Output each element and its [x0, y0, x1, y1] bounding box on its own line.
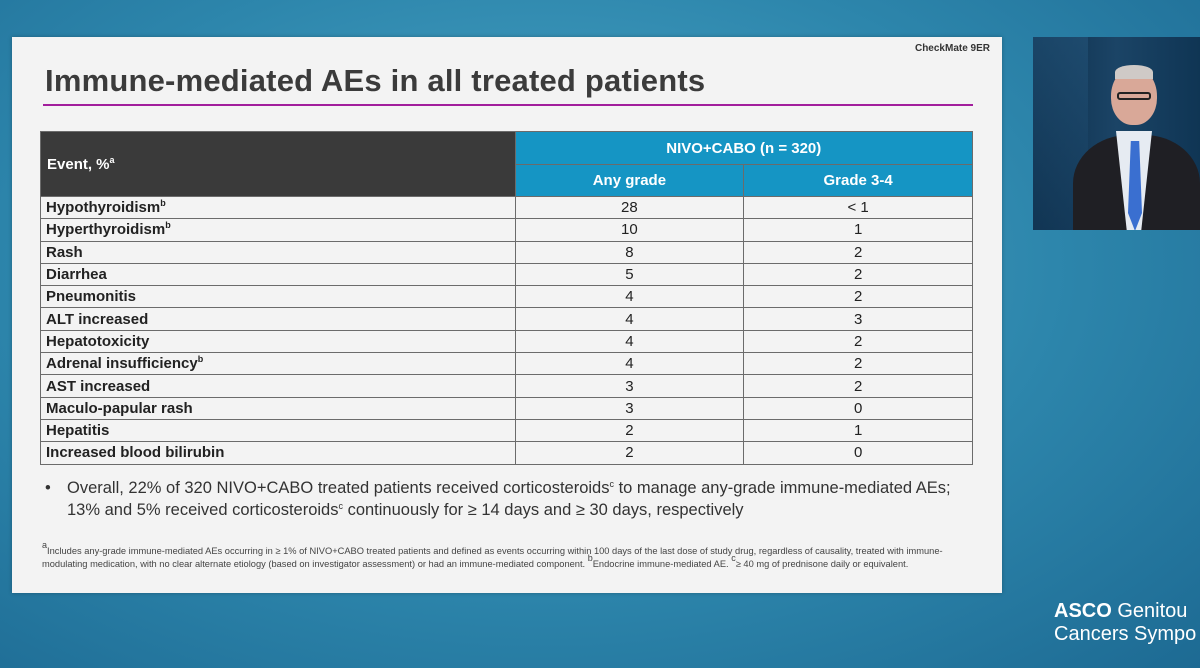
title-divider [43, 104, 973, 106]
event-cell: Diarrhea [40, 262, 516, 287]
grade-3-4-cell: 2 [743, 262, 973, 287]
any-grade-cell: 8 [514, 240, 745, 264]
event-cell: Pneumonitis [40, 285, 516, 309]
grade-3-4-header: Grade 3-4 [743, 164, 973, 197]
event-cell: Adrenal insufficiencyb [40, 352, 516, 376]
event-cell: Hepatitis [40, 418, 516, 443]
footnote: aIncludes any-grade immune-mediated AEs … [42, 540, 943, 569]
event-cell: Hepatotoxicity [40, 329, 516, 354]
any-grade-cell: 2 [514, 441, 745, 465]
any-grade-cell: 2 [514, 418, 745, 443]
event-column-header: Event, %a [40, 131, 516, 197]
grade-3-4-cell: 1 [743, 418, 973, 443]
grade-3-4-cell: 2 [743, 285, 973, 309]
grade-3-4-cell: 2 [743, 352, 973, 376]
trial-tag: CheckMate 9ER [914, 43, 990, 54]
table-row: Adrenal insufficiencyb 4 2 [40, 352, 973, 376]
grade-3-4-cell: < 1 [743, 195, 973, 220]
grade-3-4-cell: 3 [743, 307, 973, 331]
event-cell: Hypothyroidismb [40, 195, 516, 220]
table-row: Increased blood bilirubin 2 0 [40, 441, 973, 465]
speaker-video [1033, 37, 1200, 230]
any-grade-header: Any grade [514, 164, 745, 197]
event-cell: ALT increased [40, 307, 516, 331]
grade-3-4-cell: 2 [743, 240, 973, 264]
table-row: Hyperthyroidismb 10 1 [40, 218, 973, 242]
table-row: Pneumonitis 4 2 [40, 285, 973, 309]
speaker-glasses [1117, 92, 1151, 100]
any-grade-cell: 28 [514, 195, 745, 220]
any-grade-cell: 4 [514, 307, 745, 331]
conference-logo: ASCO Genitou Cancers Sympo [1054, 600, 1197, 645]
bullet-marker: • [45, 479, 51, 497]
event-cell: Hyperthyroidismb [40, 218, 516, 242]
presentation-slide: CheckMate 9ER Immune-mediated AEs in all… [12, 37, 1002, 593]
event-cell: AST increased [40, 374, 516, 398]
treatment-group-header: NIVO+CABO (n = 320) [514, 131, 974, 165]
table-body: Hypothyroidismb 28 < 1 Hyperthyroidismb 10 1 R… [40, 195, 973, 465]
any-grade-cell: 3 [514, 374, 745, 398]
grade-3-4-cell: 0 [743, 396, 973, 420]
event-cell: Maculo-papular rash [40, 396, 516, 420]
event-cell: Rash [40, 240, 516, 264]
table-row: AST increased 3 2 [40, 374, 973, 398]
summary-bullet: • Overall, 22% of 320 NIVO+CABO treated p… [42, 477, 972, 521]
any-grade-cell: 10 [514, 218, 745, 242]
table-row: Hepatitis 2 1 [40, 418, 973, 443]
grade-3-4-cell: 1 [743, 218, 973, 242]
grade-3-4-cell: 2 [743, 374, 973, 398]
table-row: Rash 8 2 [40, 240, 973, 264]
any-grade-cell: 4 [514, 329, 745, 354]
table-row: Diarrhea 5 2 [40, 262, 973, 287]
table-row: ALT increased 4 3 [40, 307, 973, 331]
adverse-events-table: Event, %a NIVO+CABO (n = 320) Any grade … [40, 131, 974, 465]
slide-title: Immune-mediated AEs in all treated patie… [45, 63, 706, 98]
any-grade-cell: 5 [514, 262, 745, 287]
table-row: Maculo-papular rash 3 0 [40, 396, 973, 420]
grade-3-4-cell: 0 [743, 441, 973, 465]
event-cell: Increased blood bilirubin [40, 441, 516, 465]
any-grade-cell: 4 [514, 285, 745, 309]
any-grade-cell: 3 [514, 396, 745, 420]
table-row: Hypothyroidismb 28 < 1 [40, 195, 973, 220]
grade-3-4-cell: 2 [743, 329, 973, 354]
any-grade-cell: 4 [514, 352, 745, 376]
table-row: Hepatotoxicity 4 2 [40, 329, 973, 354]
